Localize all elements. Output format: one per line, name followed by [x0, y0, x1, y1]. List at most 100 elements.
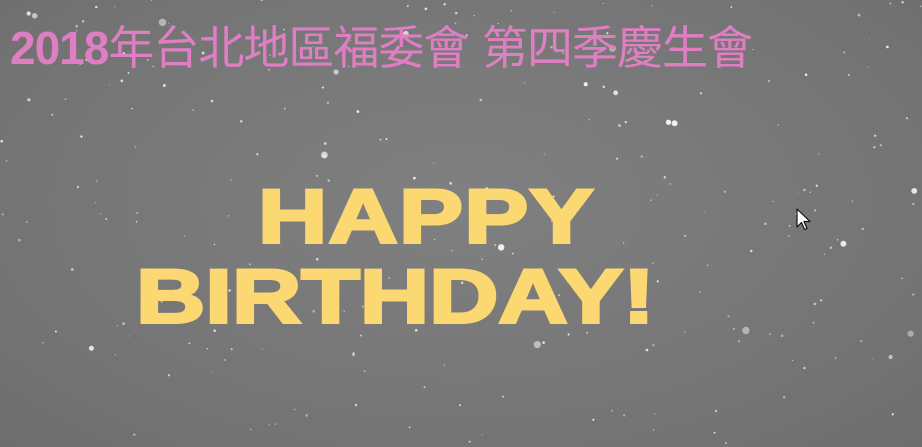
star-dot	[116, 325, 118, 327]
star-dot	[851, 200, 854, 203]
star-dot	[25, 221, 28, 224]
star-dot	[524, 82, 526, 84]
star-dot	[95, 5, 98, 9]
star-dot	[122, 322, 125, 325]
star-dot	[327, 179, 330, 182]
star-dot	[840, 240, 847, 247]
star-dot	[82, 20, 85, 23]
star-dot	[834, 356, 837, 359]
star-dot	[622, 414, 626, 417]
star-dot	[114, 353, 117, 356]
star-dot	[325, 293, 329, 296]
star-dot	[269, 54, 271, 56]
star-dot	[804, 73, 808, 76]
star-dot	[162, 84, 166, 87]
star-dot	[352, 353, 355, 357]
star-dot	[5, 159, 8, 162]
star-dot	[95, 180, 98, 182]
star-dot	[886, 45, 889, 49]
star-dot	[497, 22, 499, 25]
star-dot	[433, 162, 435, 164]
star-dot	[134, 146, 137, 148]
star-dot	[552, 195, 555, 198]
star-dot	[12, 57, 15, 60]
star-dot	[385, 50, 388, 53]
star-dot	[354, 403, 358, 407]
star-dot	[363, 370, 366, 372]
star-dot	[706, 264, 709, 266]
star-dot	[912, 202, 915, 205]
star-dot	[105, 217, 108, 220]
star-dot	[85, 58, 88, 61]
star-dot	[239, 119, 243, 123]
star-dot	[315, 257, 319, 261]
star-dot	[256, 153, 259, 156]
star-dot	[782, 396, 786, 399]
star-dot	[732, 327, 735, 330]
star-dot	[261, 348, 263, 350]
star-dot	[31, 13, 38, 19]
star-dot	[174, 289, 176, 291]
star-dot	[656, 194, 658, 196]
star-dot	[408, 426, 411, 429]
title-year: 2018	[10, 22, 109, 74]
star-dot	[585, 331, 589, 334]
star-dot	[613, 90, 619, 96]
star-dot	[192, 109, 194, 111]
star-dot	[742, 326, 750, 335]
star-dot	[133, 433, 136, 436]
star-dot	[510, 9, 513, 12]
star-dot	[305, 414, 308, 417]
star-dot	[451, 249, 453, 252]
star-dot	[663, 176, 666, 179]
star-dot	[609, 45, 616, 53]
star-dot	[635, 51, 638, 53]
star-dot	[333, 273, 336, 276]
star-dot	[750, 249, 753, 253]
star-dot	[152, 65, 155, 68]
star-dot	[449, 181, 453, 185]
star-dot	[868, 39, 871, 41]
star-dot	[823, 253, 826, 255]
star-dot	[672, 47, 675, 50]
star-dot	[767, 79, 771, 83]
star-dot	[640, 155, 643, 158]
star-dot	[359, 334, 362, 337]
star-dot	[131, 107, 133, 110]
star-dot	[283, 28, 285, 31]
star-dot	[713, 431, 716, 434]
star-dot	[349, 39, 352, 42]
star-dot	[347, 65, 350, 68]
star-dot	[42, 342, 44, 344]
star-dot	[128, 335, 130, 337]
star-dot	[920, 5, 922, 8]
star-dot	[70, 268, 74, 271]
star-dot	[434, 238, 436, 240]
star-dot	[356, 110, 360, 113]
star-dot	[188, 342, 191, 345]
title-text: 年台北地區福委會 第四季慶生會	[108, 21, 753, 75]
star-dot	[54, 330, 57, 333]
star-dot	[342, 235, 345, 238]
star-dot	[611, 410, 613, 412]
star-dot	[542, 341, 545, 344]
star-dot	[888, 354, 893, 360]
star-dot	[323, 142, 327, 145]
star-dot	[379, 138, 382, 141]
star-dot	[553, 11, 555, 14]
star-dot	[645, 348, 649, 352]
star-dot	[907, 330, 914, 337]
star-dot	[671, 120, 678, 127]
star-dot	[684, 234, 687, 237]
star-dot	[860, 340, 863, 343]
star-dot	[321, 151, 328, 159]
star-dot	[448, 203, 451, 207]
star-dot	[737, 340, 741, 343]
star-dot	[651, 5, 653, 7]
star-dot	[455, 11, 458, 15]
star-dot	[210, 279, 214, 283]
star-dot	[316, 175, 318, 177]
star-dot	[632, 280, 635, 282]
